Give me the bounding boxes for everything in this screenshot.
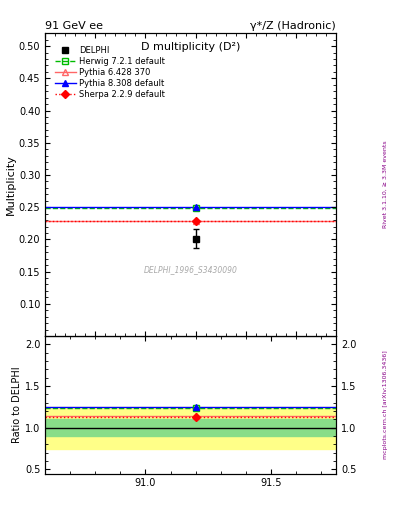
Text: γ*/Z (Hadronic): γ*/Z (Hadronic) [250, 20, 336, 31]
Text: 91 GeV ee: 91 GeV ee [45, 20, 103, 31]
Y-axis label: Multiplicity: Multiplicity [6, 154, 16, 215]
Legend: DELPHI, Herwig 7.2.1 default, Pythia 6.428 370, Pythia 8.308 default, Sherpa 2.2: DELPHI, Herwig 7.2.1 default, Pythia 6.4… [52, 44, 167, 102]
Text: DELPHI_1996_S3430090: DELPHI_1996_S3430090 [144, 265, 237, 274]
Y-axis label: Ratio to DELPHI: Ratio to DELPHI [12, 367, 22, 443]
Bar [45, 419, 336, 436]
Text: Rivet 3.1.10, ≥ 3.3M events: Rivet 3.1.10, ≥ 3.3M events [383, 141, 388, 228]
Text: mcplots.cern.ch [arXiv:1306.3436]: mcplots.cern.ch [arXiv:1306.3436] [383, 350, 388, 459]
Bar [45, 407, 336, 449]
Text: D multiplicity (D²): D multiplicity (D²) [141, 42, 240, 52]
